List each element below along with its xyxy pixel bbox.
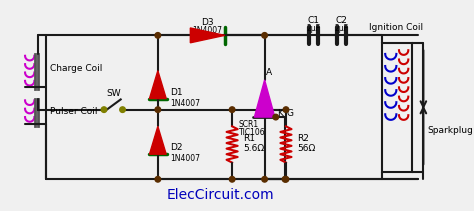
Text: D1: D1 bbox=[170, 88, 182, 96]
Polygon shape bbox=[149, 71, 166, 99]
Text: Pulser Coil: Pulser Coil bbox=[50, 107, 98, 116]
Text: R1: R1 bbox=[243, 134, 255, 143]
Text: K: K bbox=[278, 109, 283, 118]
Text: 2μF: 2μF bbox=[335, 24, 349, 33]
Circle shape bbox=[120, 107, 125, 112]
Text: 1N4007: 1N4007 bbox=[192, 26, 222, 35]
Circle shape bbox=[273, 114, 279, 120]
Text: C1: C1 bbox=[308, 16, 320, 25]
Bar bbox=[382, 43, 412, 172]
Text: R2: R2 bbox=[297, 134, 309, 143]
Text: Sparkplug: Sparkplug bbox=[427, 126, 473, 135]
Polygon shape bbox=[255, 80, 275, 117]
Polygon shape bbox=[149, 126, 166, 154]
Circle shape bbox=[262, 32, 267, 38]
Circle shape bbox=[155, 107, 161, 112]
Circle shape bbox=[283, 176, 289, 182]
Circle shape bbox=[282, 176, 288, 182]
Text: A: A bbox=[265, 68, 272, 77]
Text: D3: D3 bbox=[201, 18, 213, 27]
Text: 2μF: 2μF bbox=[307, 24, 321, 33]
Text: D2: D2 bbox=[170, 143, 182, 152]
Circle shape bbox=[229, 107, 235, 112]
Text: 56Ω: 56Ω bbox=[297, 144, 315, 153]
Circle shape bbox=[262, 176, 267, 182]
Text: Charge Coil: Charge Coil bbox=[50, 64, 102, 73]
Circle shape bbox=[155, 176, 161, 182]
Text: 1N4007: 1N4007 bbox=[170, 99, 200, 108]
Polygon shape bbox=[191, 28, 225, 43]
Text: 5.6Ω: 5.6Ω bbox=[243, 144, 264, 153]
Text: SCR1: SCR1 bbox=[238, 120, 259, 129]
Text: ElecCircuit.com: ElecCircuit.com bbox=[166, 188, 274, 202]
Text: SW: SW bbox=[106, 89, 120, 98]
Circle shape bbox=[229, 176, 235, 182]
Circle shape bbox=[283, 107, 289, 112]
Text: TIC106: TIC106 bbox=[238, 128, 265, 137]
Text: 1N4007: 1N4007 bbox=[170, 154, 200, 163]
Circle shape bbox=[101, 107, 107, 112]
Text: G: G bbox=[287, 109, 294, 118]
Text: Ignition Coil: Ignition Coil bbox=[369, 23, 423, 31]
Text: C2: C2 bbox=[336, 16, 347, 25]
Circle shape bbox=[155, 32, 161, 38]
